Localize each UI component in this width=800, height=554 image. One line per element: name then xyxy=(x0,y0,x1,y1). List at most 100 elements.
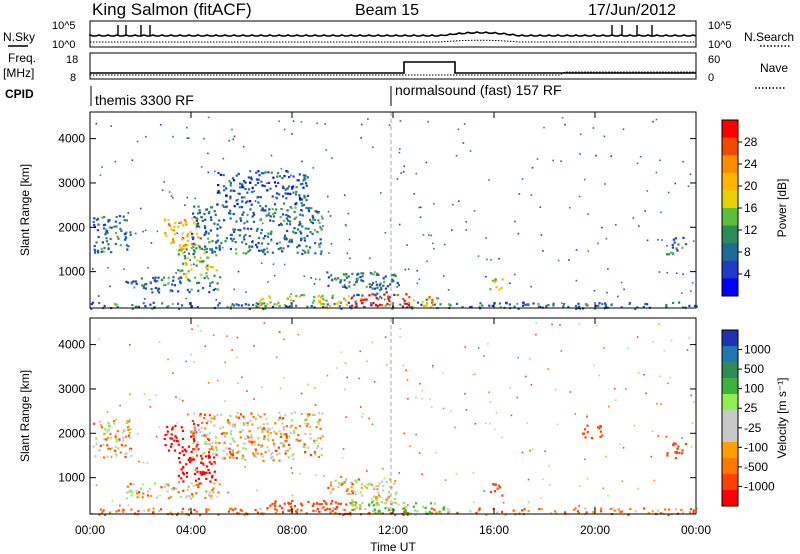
range-gate-cell xyxy=(267,232,270,235)
range-gate-cell xyxy=(225,187,228,190)
range-gate-cell xyxy=(376,286,379,289)
range-gate-cell xyxy=(148,399,151,401)
range-gate-cell xyxy=(207,152,209,155)
range-gate-cell xyxy=(584,458,586,461)
range-gate-cell xyxy=(208,491,211,494)
range-gate-cell xyxy=(270,230,273,233)
range-gate-cell xyxy=(272,215,275,218)
range-gate-cell xyxy=(689,173,692,175)
range-gate-cell xyxy=(129,344,131,346)
freq-lines xyxy=(90,61,696,76)
range-gate-cell xyxy=(281,511,284,514)
range-gate-cell xyxy=(348,492,351,495)
range-gate-cell xyxy=(283,433,286,436)
range-gate-cell xyxy=(232,452,234,454)
range-gate-cell xyxy=(461,306,464,309)
range-gate-cell xyxy=(243,424,246,427)
range-gate-cell xyxy=(263,184,266,188)
range-gate-cell xyxy=(645,392,647,395)
range-gate-cell xyxy=(257,305,260,308)
range-gate-cell xyxy=(351,304,354,307)
range-gate-cell xyxy=(403,165,406,168)
range-gate-cell xyxy=(604,304,607,307)
range-gate-cell xyxy=(667,514,670,517)
range-gate-cell xyxy=(163,437,166,441)
range-gate-cell xyxy=(274,505,277,508)
range-gate-cell xyxy=(320,502,323,506)
range-gate-cell xyxy=(167,497,170,500)
range-gate-cell xyxy=(273,203,277,206)
range-gate-cell xyxy=(97,236,100,239)
range-gate-cell xyxy=(182,473,185,476)
range-gate-cell xyxy=(134,232,137,235)
range-gate-cell xyxy=(242,211,245,214)
range-gate-cell xyxy=(338,482,341,485)
range-gate-cell xyxy=(584,507,587,510)
range-gate-cell xyxy=(149,281,152,284)
range-gate-cell xyxy=(393,482,396,485)
range-gate-cell xyxy=(177,253,180,256)
range-gate-cell xyxy=(304,178,307,181)
range-gate-cell xyxy=(605,455,607,458)
range-gate-cell xyxy=(269,504,272,507)
range-gate-cell xyxy=(498,288,501,291)
range-gate-cell xyxy=(665,305,668,308)
range-gate-cell xyxy=(266,251,269,254)
range-gate-cell xyxy=(317,455,320,458)
range-gate-cell xyxy=(491,304,494,307)
range-gate-cell xyxy=(622,128,625,131)
range-gate-cell xyxy=(256,227,259,231)
range-gate-cell xyxy=(283,174,286,178)
range-gate-cell xyxy=(146,490,149,493)
range-gate-cell xyxy=(225,237,228,240)
range-gate-cell xyxy=(527,478,530,481)
range-gate-cell xyxy=(306,176,309,179)
range-gate-cell xyxy=(284,192,287,195)
range-gate-cell xyxy=(350,486,353,489)
range-gate-cell xyxy=(262,427,265,430)
range-gate-cell xyxy=(348,238,351,241)
range-gate-cell xyxy=(371,423,374,426)
range-gate-cell xyxy=(207,256,210,259)
range-gate-cell xyxy=(257,302,260,306)
range-gate-cell xyxy=(586,414,588,416)
range-gate-cell xyxy=(306,194,310,197)
range-gate-cell xyxy=(392,274,396,277)
range-gate-cell xyxy=(349,305,352,308)
range-gate-cell xyxy=(298,173,301,176)
range-gate-cell xyxy=(90,303,93,306)
range-gate-cell xyxy=(337,486,340,489)
range-gate-cell xyxy=(370,283,373,286)
range-gate-cell xyxy=(226,453,229,456)
range-gate-cell xyxy=(322,303,325,306)
range-gate-cell xyxy=(255,229,258,232)
range-gate-cell xyxy=(478,305,481,308)
range-gate-cell xyxy=(368,504,371,507)
range-gate-cell xyxy=(349,481,353,484)
range-gate-cell xyxy=(198,428,201,431)
range-gate-cell xyxy=(372,282,375,285)
range-gate-cell xyxy=(388,509,391,512)
range-gate-cell xyxy=(366,483,369,486)
range-gate-cell xyxy=(444,479,447,481)
range-gate-cell xyxy=(360,137,362,139)
range-gate-cell xyxy=(372,495,375,498)
range-gate-cell xyxy=(681,449,684,452)
range-gate-cell xyxy=(573,508,576,511)
y-tick-label: 3000 xyxy=(58,382,85,396)
range-gate-cell xyxy=(259,426,262,428)
range-gate-cell xyxy=(172,135,174,138)
range-gate-cell xyxy=(130,494,133,497)
range-gate-cell xyxy=(240,509,244,512)
range-gate-cell xyxy=(669,251,672,254)
range-gate-cell xyxy=(109,285,111,288)
range-gate-cell xyxy=(399,336,401,338)
range-gate-cell xyxy=(344,477,348,480)
range-gate-cell xyxy=(341,457,344,459)
range-gate-cell xyxy=(219,225,221,228)
range-gate-cell xyxy=(214,441,217,444)
range-gate-cell xyxy=(312,167,315,169)
range-gate-cell xyxy=(286,187,289,190)
range-gate-cell xyxy=(374,496,378,499)
range-gate-cell xyxy=(138,491,141,494)
